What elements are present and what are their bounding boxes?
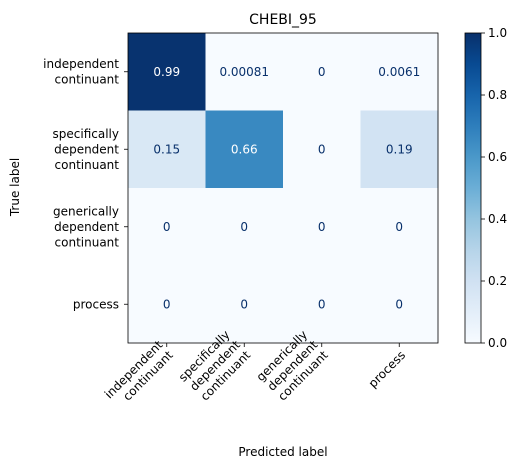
chart-title: CHEBI_95 — [249, 12, 317, 28]
heatmap-cell-r3-c0 — [128, 265, 206, 344]
cell-value-label: 0.15 — [153, 142, 180, 156]
cell-value-label: 0 — [240, 297, 248, 311]
cell-value-label: 0 — [163, 220, 171, 234]
heatmap-cell-r1-c1 — [205, 110, 284, 189]
cell-value-label: 0 — [395, 297, 403, 311]
colorbar-tick-label: 0.2 — [488, 274, 507, 288]
heatmap-cell-r3-c3 — [360, 265, 439, 344]
cell-value-label: 0 — [318, 220, 326, 234]
y-tick-label-line: continuant — [55, 235, 120, 249]
heatmap-cell-r1-c0 — [128, 110, 206, 189]
heatmap-cell-r2-c2 — [283, 188, 361, 266]
x-tick-label-line: process — [366, 348, 409, 391]
y-tick-label: process — [73, 297, 119, 311]
y-tick-label: generically dependent continuant — [53, 204, 119, 249]
heatmap-value-labels: 0.99 0.00081 0 0.0061 0.15 0.66 0 0.19 0 0 0 0 0 0 0 0 — [153, 65, 420, 312]
colorbar — [464, 32, 482, 344]
y-tick-label-line: generically — [53, 204, 119, 218]
cell-value-label: 0.00081 — [219, 65, 269, 79]
cell-value-label: 0.99 — [153, 65, 180, 79]
cell-value-label: 0 — [318, 142, 326, 156]
cell-value-label: 0 — [163, 297, 171, 311]
heatmap-cell-r1-c3 — [360, 110, 439, 189]
x-axis-label: Predicted label — [238, 445, 327, 459]
heatmap-cell-r2-c3 — [360, 188, 439, 266]
y-tick-label: specifically dependent continuant — [53, 127, 120, 172]
cell-value-label: 0 — [240, 220, 248, 234]
colorbar-tick-label: 1.0 — [488, 26, 507, 40]
heatmap-cell-r0-c1 — [205, 33, 284, 111]
cell-value-label: 0 — [395, 220, 403, 234]
colorbar-tick-label: 0.6 — [488, 150, 507, 164]
heatmap-cell-r2-c0 — [128, 188, 206, 266]
x-tick-label-text: process — [366, 348, 409, 391]
colorbar-tick-label: 0.4 — [488, 212, 507, 226]
heatmap-cells — [128, 33, 439, 344]
plot-frame — [127, 32, 439, 344]
y-tick-label-line: continuant — [55, 73, 120, 87]
y-tick-label-line: continuant — [55, 158, 120, 172]
colorbar-ticks: 0.0 0.2 0.4 0.6 0.8 1.0 — [481, 26, 507, 350]
heatmap-cell-r0-c0 — [128, 33, 206, 111]
y-tick-label-line: dependent — [54, 142, 119, 156]
heatmap-cell-r1-c2 — [283, 110, 361, 189]
x-tick-label: independentcontinuant — [102, 338, 176, 412]
heatmap-cell-r0-c3 — [360, 33, 439, 111]
cell-value-label: 0.66 — [231, 142, 258, 156]
y-tick-label-line: independent — [43, 57, 119, 71]
heatmap-cell-r3-c2 — [283, 265, 361, 344]
colorbar-tick-label: 0.0 — [488, 336, 507, 350]
x-tick-label: process — [366, 348, 409, 391]
colorbar-tick-label: 0.8 — [488, 88, 507, 102]
cell-value-label: 0 — [318, 65, 326, 79]
heatmap-cell-r0-c2 — [283, 33, 361, 111]
y-tick-label-line: process — [73, 297, 119, 311]
heatmap-cell-r2-c1 — [205, 188, 284, 266]
cell-value-label: 0.0061 — [378, 65, 420, 79]
y-axis-label: True label — [8, 158, 22, 217]
y-tick-label-line: specifically — [53, 127, 119, 141]
cell-value-label: 0.19 — [386, 142, 413, 156]
x-tick-label-text: independentcontinuant — [102, 338, 176, 412]
heatmap-cell-r3-c1 — [205, 265, 284, 344]
cell-value-label: 0 — [318, 297, 326, 311]
y-tick-label-line: dependent — [54, 220, 119, 234]
y-tick-label: independent continuant — [43, 57, 119, 87]
